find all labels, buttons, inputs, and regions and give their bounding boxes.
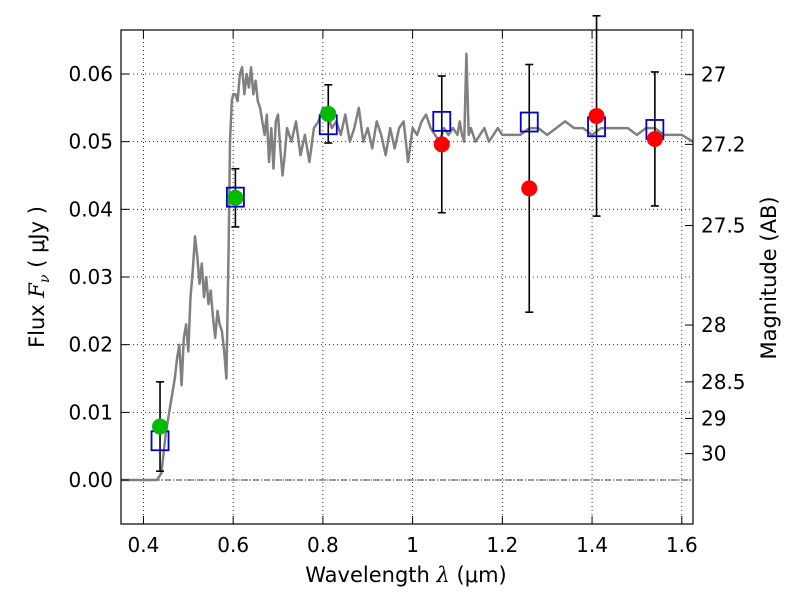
nondetection-point: [588, 107, 605, 124]
y-tick-label: 0.03: [68, 265, 113, 289]
x-tick-label: 1.6: [666, 533, 698, 557]
y2-axis-title: Magnitude (AB): [757, 196, 781, 359]
y-tick-label: 0.02: [68, 333, 113, 357]
y2-tick-label: 27.2: [701, 132, 746, 156]
model-photometry-square: [519, 111, 539, 133]
y2-tick-label: 27.5: [701, 214, 746, 238]
nondetection-point: [433, 136, 450, 153]
y-axis-title: Flux Fν ( μJy ): [25, 206, 53, 348]
model-spectrum-line: [121, 52, 694, 482]
x-tick-label: 1.4: [576, 533, 608, 557]
y2-tick-label: 28: [701, 313, 726, 337]
model-spectrum-path: [121, 52, 694, 482]
nondetection-point: [646, 130, 663, 147]
y2-tick-label: 29: [701, 406, 726, 430]
detection-point: [227, 189, 244, 206]
x-tick-label: 1.2: [486, 533, 518, 557]
detection-point: [152, 418, 169, 435]
y-tick-label: 0.06: [68, 62, 113, 86]
y-tick-label: 0.00: [68, 468, 113, 492]
y-tick-label: 0.05: [68, 130, 113, 154]
y-tick-labels: 0.00 0.01 0.02 0.03 0.04 0.05 0.06: [68, 62, 113, 492]
x-axis-title: Wavelength λ (μm): [305, 563, 506, 587]
model-photometry-square: [225, 186, 245, 208]
axis-ticks: [121, 30, 693, 524]
y2-tick-labels: 27 27.2 27.5 28 28.5 29 30: [701, 63, 746, 466]
y-tick-label: 0.01: [68, 400, 113, 424]
x-tick-label: 1: [406, 533, 419, 557]
observed-photometry-markers: [152, 105, 663, 435]
nondetection-point: [521, 180, 538, 197]
model-photometry-square: [432, 110, 452, 132]
y-tick-label: 0.04: [68, 197, 113, 221]
detection-point: [320, 105, 337, 122]
y2-tick-label: 30: [701, 442, 726, 466]
x-tick-label: 0.4: [128, 533, 160, 557]
error-bars: [156, 14, 659, 473]
x-tick-label: 0.8: [307, 533, 339, 557]
y2-tick-label: 28.5: [701, 370, 746, 394]
x-tick-label: 0.6: [217, 533, 249, 557]
y2-tick-label: 27: [701, 63, 726, 87]
x-tick-labels: 0.4 0.6 0.8 1 1.2 1.4 1.6: [128, 533, 698, 557]
